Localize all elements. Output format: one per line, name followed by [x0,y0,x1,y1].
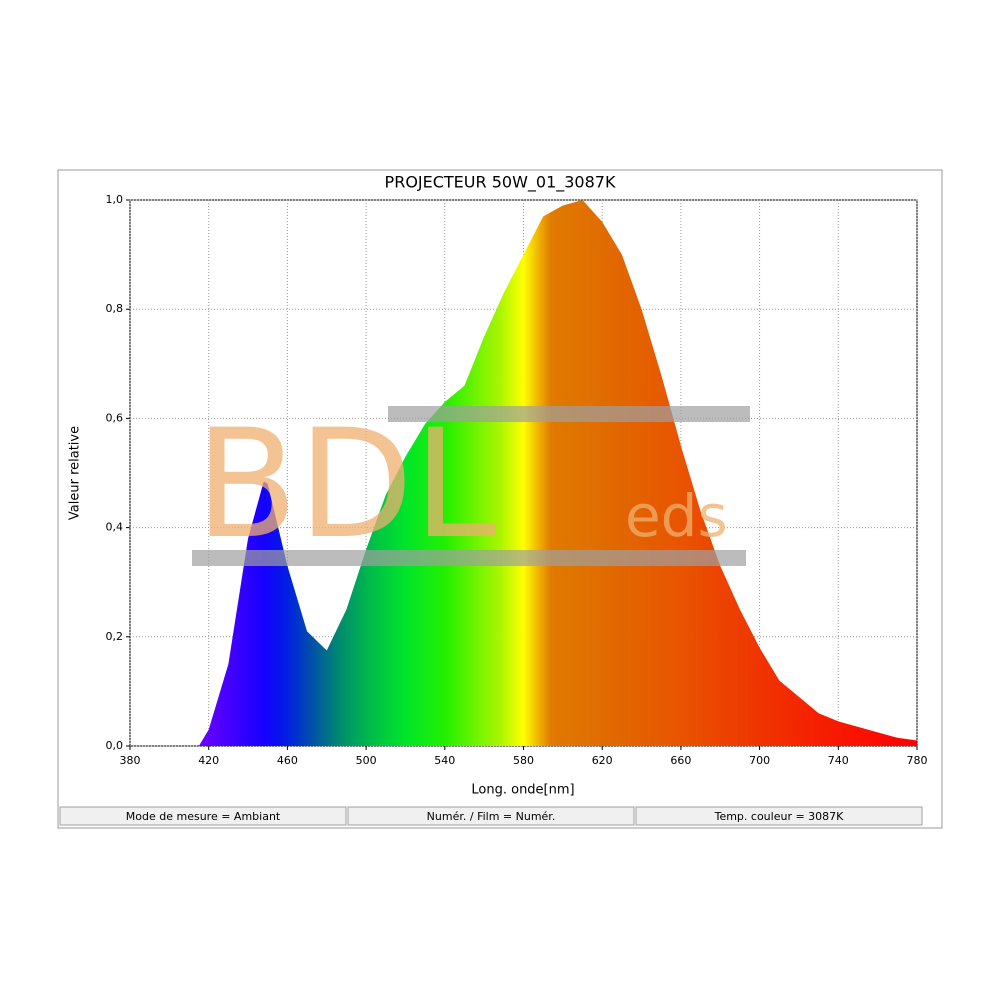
status-cell [347,806,635,826]
spectrum-area [130,200,917,746]
status-text: Mode de mesure = Ambiant [126,810,281,823]
y-tick-label: 1,0 [106,193,124,206]
x-tick-label: 500 [356,754,377,767]
watermark-bar [388,406,750,422]
status-cell [635,806,923,826]
x-tick-label: 620 [592,754,613,767]
x-tick-label: 780 [907,754,928,767]
x-tick-label: 580 [513,754,534,767]
x-axis-label: Long. onde[nm] [471,783,574,798]
y-tick-label: 0,8 [106,302,124,315]
y-axis-label: Valeur relative [68,426,83,520]
x-tick-label: 420 [198,754,219,767]
chart-title: PROJECTEUR 50W_01_3087K [385,173,616,193]
status-text: Temp. couleur = 3087K [714,810,845,823]
x-tick-label: 540 [434,754,455,767]
x-tick-label: 380 [120,754,141,767]
y-tick-label: 0,0 [106,739,124,752]
status-cell [59,806,347,826]
y-tick-label: 0,6 [106,411,124,424]
watermark: BDL [195,398,497,572]
y-tick-label: 0,4 [106,521,124,534]
x-tick-label: 700 [749,754,770,767]
watermark-sub: eds [625,482,728,550]
x-tick-label: 460 [277,754,298,767]
status-text: Numér. / Film = Numér. [427,810,556,823]
watermark-bar [192,550,746,566]
x-tick-label: 740 [828,754,849,767]
y-tick-label: 0,2 [106,630,124,643]
x-tick-label: 660 [670,754,691,767]
